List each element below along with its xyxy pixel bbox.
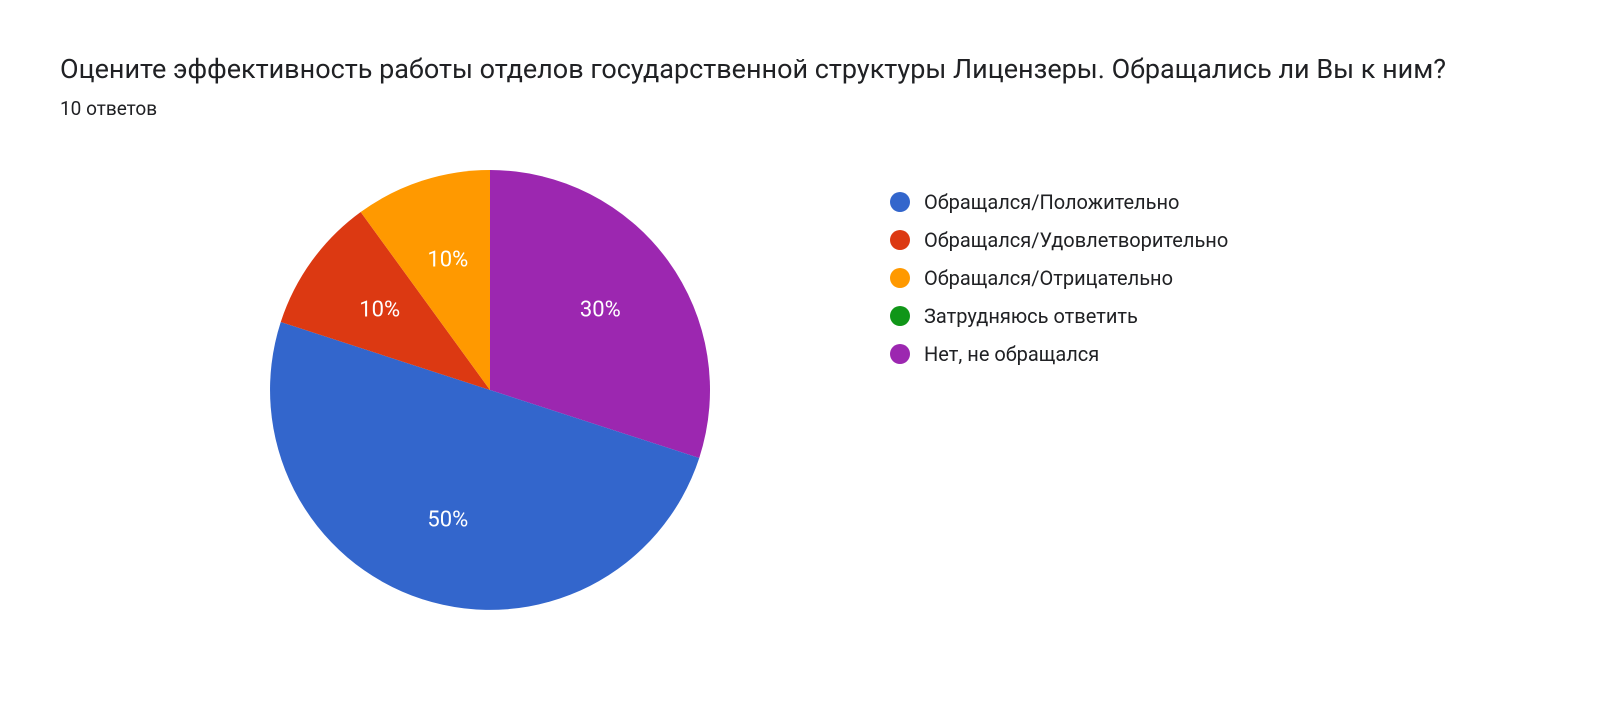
pie-chart: 30% 50% 10% 10% — [270, 170, 710, 610]
legend-swatch-green — [890, 306, 910, 326]
legend-swatch-blue — [890, 192, 910, 212]
chart-area: 30%50%10%10% Обращался/ПоложительноОбращ… — [60, 160, 1540, 610]
legend-item-red[interactable]: Обращался/Удовлетворительно — [890, 228, 1228, 252]
legend-swatch-red — [890, 230, 910, 250]
legend-swatch-purple — [890, 344, 910, 364]
slice-label-blue: 50% — [427, 507, 468, 532]
slice-label-orange: 10% — [427, 248, 468, 273]
chart-title: Оцените эффективность работы отделов гос… — [60, 50, 1540, 89]
legend-swatch-orange — [890, 268, 910, 288]
chart-subtitle: 10 ответов — [60, 97, 1540, 120]
pie-svg — [270, 170, 710, 610]
legend-item-green[interactable]: Затрудняюсь ответить — [890, 304, 1228, 328]
legend-label-blue: Обращался/Положительно — [924, 190, 1179, 214]
legend-item-purple[interactable]: Нет, не обращался — [890, 342, 1228, 366]
legend-label-red: Обращался/Удовлетворительно — [924, 228, 1228, 252]
legend-item-orange[interactable]: Обращался/Отрицательно — [890, 266, 1228, 290]
legend-label-orange: Обращался/Отрицательно — [924, 266, 1173, 290]
legend-label-purple: Нет, не обращался — [924, 342, 1099, 366]
slice-label-purple: 30% — [580, 297, 621, 322]
legend: Обращался/Положительно Обращался/Удовлетв… — [890, 170, 1228, 366]
legend-label-green: Затрудняюсь ответить — [924, 304, 1138, 328]
slice-label-red: 10% — [359, 297, 400, 322]
legend-item-blue[interactable]: Обращался/Положительно — [890, 190, 1228, 214]
